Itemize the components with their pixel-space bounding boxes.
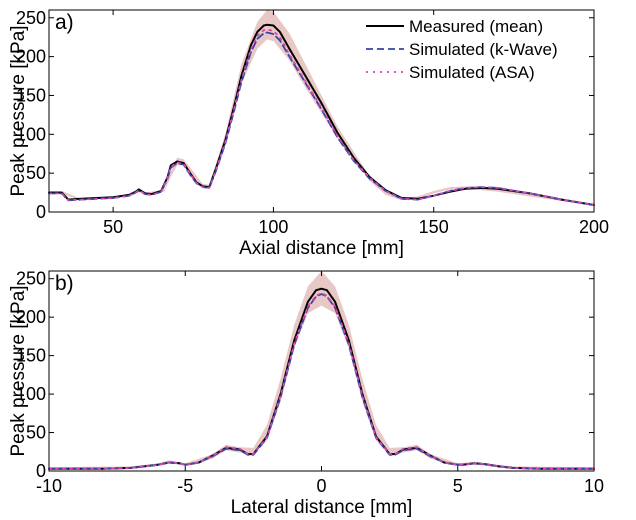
x-tick-label: 100 (258, 217, 288, 237)
series-line-simulated-k-wave (48, 293, 595, 470)
x-tick-label: -5 (177, 476, 193, 496)
panel-label: a) (55, 11, 74, 34)
panel-b: -10 -5 0 5 10 0 50 100 150 200 250 b) Lateral dis… (8, 269, 604, 518)
x-tick-label: 150 (419, 217, 449, 237)
measured-range-band (49, 271, 594, 470)
x-tick-label: 50 (103, 217, 123, 237)
plot-frame (48, 9, 595, 213)
x-axis-label: Axial distance [mm] (239, 238, 404, 259)
y-axis-label: Peak pressure [kPa] (8, 285, 29, 456)
y-tick-label: 250 (16, 269, 46, 289)
y-tick-label: 200 (16, 47, 46, 67)
legend-label: Simulated (ASA) (409, 63, 535, 82)
y-tick-label: 150 (16, 346, 46, 366)
x-axis-label: Lateral distance [mm] (231, 497, 413, 518)
y-tick-label: 0 (36, 461, 46, 481)
y-tick-label: 100 (16, 124, 46, 144)
x-tick-label: 10 (584, 476, 604, 496)
series-line-simulated-asa (48, 292, 595, 470)
y-tick-label: 100 (16, 384, 46, 404)
panel-a: 50 100 150 200 0 50 100 150 200 250 a) Axial dis… (8, 8, 609, 259)
x-tick-label: 0 (316, 476, 326, 496)
series-line-simulated-asa (48, 28, 595, 206)
y-tick-label: 0 (36, 202, 46, 222)
legend-label: Simulated (k-Wave) (409, 40, 558, 59)
y-axis-label: Peak pressure [kPa] (8, 25, 29, 196)
y-tick-label: 50 (26, 423, 46, 443)
x-tick-label: -10 (36, 476, 62, 496)
x-tick-label: 200 (579, 217, 609, 237)
x-tick-label: 5 (453, 476, 463, 496)
panel-label: b) (55, 272, 74, 295)
series-line-measured-mean (48, 287, 595, 470)
measured-range-band (49, 10, 594, 206)
y-tick-label: 50 (26, 163, 46, 183)
y-tick-label: 150 (16, 85, 46, 105)
legend: Measured (mean) Simulated (k-Wave) Simulat… (366, 17, 558, 82)
y-tick-label: 200 (16, 307, 46, 327)
legend-label: Measured (mean) (409, 17, 543, 36)
y-tick-label: 250 (16, 8, 46, 28)
